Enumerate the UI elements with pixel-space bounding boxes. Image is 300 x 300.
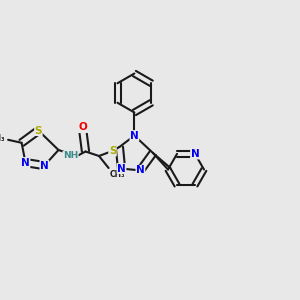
Text: N: N — [130, 130, 139, 141]
Text: N: N — [40, 160, 49, 171]
Text: N: N — [136, 165, 145, 176]
Text: CH₃: CH₃ — [110, 170, 126, 179]
Text: S: S — [109, 146, 116, 156]
Text: N: N — [190, 149, 200, 159]
Text: N: N — [117, 164, 126, 174]
Text: S: S — [35, 125, 42, 136]
Text: CH₃: CH₃ — [0, 134, 5, 143]
Text: O: O — [79, 122, 88, 133]
Text: NH: NH — [63, 152, 78, 160]
Text: N: N — [21, 158, 30, 168]
